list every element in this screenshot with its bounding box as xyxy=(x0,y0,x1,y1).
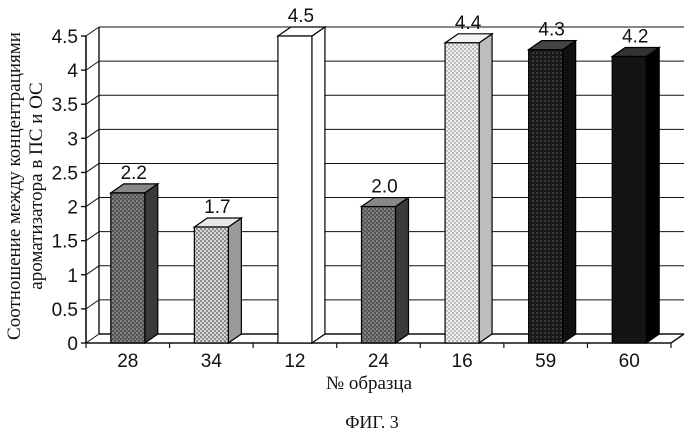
bar-24 xyxy=(362,198,409,343)
gridline-slant xyxy=(86,95,99,104)
category-label-34: 34 xyxy=(201,351,223,372)
gridline-slant xyxy=(86,129,99,138)
y-tick-label: 1.5 xyxy=(52,232,78,253)
bar-front xyxy=(612,56,646,343)
y-axis-title: Соотношение между концентрациями аромати… xyxy=(4,32,47,340)
bar-side xyxy=(563,41,576,343)
y-tick-label: 4 xyxy=(67,61,78,82)
x-axis-title: № образца xyxy=(326,373,413,394)
bar-12 xyxy=(278,27,325,343)
value-label-16: 4.4 xyxy=(455,13,482,34)
bar-side xyxy=(312,27,325,343)
bar-59 xyxy=(529,41,576,343)
bar-28 xyxy=(111,184,158,343)
value-label-59: 4.3 xyxy=(538,20,564,41)
y-tick-label: 2 xyxy=(67,198,78,219)
figure-caption: ФИГ. 3 xyxy=(345,412,399,432)
bar-16 xyxy=(445,34,492,343)
bar-front xyxy=(529,50,563,343)
gridline-slant xyxy=(86,27,99,36)
bar-side xyxy=(646,47,659,343)
bar-front xyxy=(445,43,479,343)
y-tick-label: 2.5 xyxy=(52,163,78,184)
bar-front xyxy=(111,193,145,343)
y-tick-label: 3 xyxy=(67,129,78,150)
category-label-12: 12 xyxy=(284,351,305,372)
bar-34 xyxy=(194,218,241,343)
gridline-slant xyxy=(86,61,99,70)
y-axis-title-line1: Соотношение между концентрациями xyxy=(4,32,25,340)
category-label-59: 59 xyxy=(535,351,556,372)
y-tick-label: 1 xyxy=(67,266,78,287)
value-label-24: 2.0 xyxy=(371,177,397,198)
floor-right-edge xyxy=(671,334,684,343)
bar-side xyxy=(479,34,492,343)
gridline-slant xyxy=(86,300,99,309)
y-tick-label: 0 xyxy=(67,334,78,355)
value-label-28: 2.2 xyxy=(121,163,147,184)
bar-front xyxy=(362,207,396,343)
category-label-16: 16 xyxy=(452,351,473,372)
gridline-slant xyxy=(86,334,99,343)
gridline-slant xyxy=(86,232,99,241)
bar-front xyxy=(194,227,228,343)
bar-front xyxy=(278,36,312,343)
value-label-34: 1.7 xyxy=(204,197,230,218)
gridline-slant xyxy=(86,163,99,172)
bar-60 xyxy=(612,47,659,343)
category-label-28: 28 xyxy=(117,351,138,372)
bar-side xyxy=(228,218,241,343)
y-tick-label: 3.5 xyxy=(52,95,78,116)
bar-side xyxy=(396,198,409,343)
value-label-12: 4.5 xyxy=(288,6,314,27)
value-label-60: 4.2 xyxy=(622,26,648,47)
gridline-slant xyxy=(86,198,99,207)
y-tick-label: 4.5 xyxy=(52,27,78,48)
y-axis-title-line2: ароматизатора в ПС и ОС xyxy=(26,82,47,289)
y-tick-label: 0.5 xyxy=(52,300,78,321)
category-label-24: 24 xyxy=(368,351,390,372)
gridline-slant xyxy=(86,266,99,275)
bar-side xyxy=(145,184,158,343)
category-label-60: 60 xyxy=(619,351,640,372)
